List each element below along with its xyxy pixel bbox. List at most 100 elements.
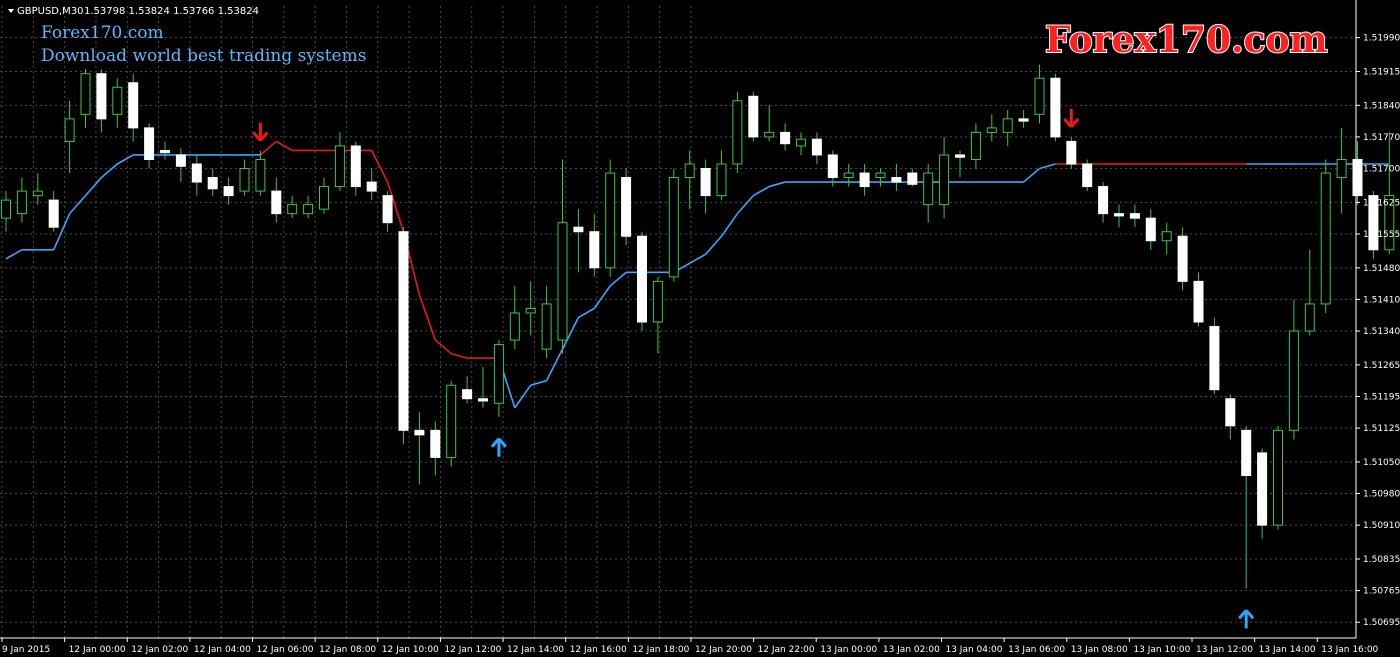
candle-bull (652, 280, 663, 323)
y-tick-label: 1.51770 (1363, 133, 1400, 143)
indicator-segment (275, 140, 293, 152)
x-tick-label: 12 Jan 14:00 (507, 645, 564, 655)
candle-bull (923, 172, 934, 206)
candle-bear (1209, 326, 1220, 391)
x-tick-label: 13 Jan 06:00 (1008, 645, 1065, 655)
candle-bull (843, 172, 854, 179)
indicator-segment (68, 195, 87, 215)
x-tick-label: 13 Jan 14:00 (1259, 645, 1316, 655)
y-tick-label: 1.50835 (1363, 555, 1400, 565)
candle-bull (446, 384, 457, 458)
candles (1, 64, 1395, 589)
candle-bull (32, 190, 43, 197)
y-tick-label: 1.51840 (1363, 101, 1400, 111)
candle-bull (1384, 195, 1395, 251)
candle-bull (668, 177, 679, 278)
candle-bear (589, 231, 600, 269)
symbol-label: GBPUSD,M30 (17, 6, 84, 17)
candle-bear (271, 190, 282, 215)
triangle-down-icon (8, 9, 14, 13)
indicator-segment (514, 384, 532, 409)
indicator-segment (1023, 167, 1041, 183)
candle-bear (1018, 118, 1029, 122)
indicator-segment (370, 150, 389, 183)
candle-bull (970, 131, 981, 160)
candle-bear (430, 429, 441, 458)
y-tick-label: 1.50910 (1363, 521, 1400, 531)
indicator-segment (704, 235, 723, 255)
candle-bear (827, 154, 838, 179)
candle-bear (350, 145, 361, 188)
candle-bull (1320, 172, 1331, 305)
candle-bull (16, 190, 27, 215)
x-tick-label: 12 Jan 12:00 (444, 645, 501, 655)
y-tick-label: 1.51555 (1363, 230, 1400, 240)
indicator-segment (434, 339, 452, 355)
candle-bear (891, 177, 902, 183)
x-tick-label: 13 Jan 12:00 (1196, 645, 1253, 655)
candle-bull (1002, 118, 1013, 133)
chart-header: GBPUSD,M30 1.53798 1.53824 1.53766 1.538… (8, 6, 259, 17)
candle-bear (1129, 213, 1140, 219)
candle-bear (1225, 398, 1236, 427)
time-axis: 9 Jan 2015 12 Jan 00:00 12 Jan 02:00 12 Jan… (1, 638, 1379, 655)
y-tick-label: 1.51915 (1363, 67, 1400, 77)
candle-bear (191, 163, 202, 183)
indicator-segment (84, 177, 103, 197)
candle-bear (1098, 186, 1109, 215)
watermark-line-2: Download world best trading systems (41, 46, 366, 66)
candle-bear (48, 199, 59, 228)
x-tick-label: 12 Jan 00:00 (69, 645, 126, 655)
y-tick-label: 1.51410 (1363, 295, 1400, 305)
candle-bear (1193, 280, 1204, 323)
indicator-segment (593, 285, 611, 309)
candle-bull (939, 154, 950, 206)
candle-bear (748, 95, 759, 138)
indicator-segment (752, 185, 770, 197)
candle-bear (144, 127, 155, 160)
candle-bear (955, 154, 965, 158)
candle-bear (859, 172, 870, 188)
candle-bear (1082, 163, 1093, 188)
x-tick-label: 12 Jan 18:00 (632, 645, 689, 655)
indicator-segment (768, 181, 786, 188)
candle-bear (223, 186, 234, 197)
candle-bear (462, 389, 473, 400)
y-tick-label: 1.51340 (1363, 327, 1400, 337)
x-tick-label: 12 Jan 16:00 (570, 645, 627, 655)
grid (0, 0, 1357, 639)
candle-bull (1161, 231, 1172, 242)
candle-bear (637, 235, 647, 323)
y-tick-label: 1.51625 (1363, 198, 1400, 208)
arrow-down-icon (1063, 108, 1080, 128)
indicator-segment (578, 307, 595, 319)
indicator-segment (259, 140, 277, 156)
candle-bull (287, 204, 298, 215)
candle-bear (621, 177, 632, 237)
x-tick-label: 13 Jan 04:00 (945, 645, 1002, 655)
candle-bull (796, 138, 806, 147)
candle-bull (239, 168, 250, 192)
candle-bear (398, 231, 409, 431)
candle-bull (319, 186, 329, 210)
candle-bear (366, 181, 377, 192)
candle-bear (907, 172, 918, 185)
candle-bull (557, 222, 568, 341)
candle-bear (573, 226, 584, 233)
candle-bull (684, 163, 695, 179)
brand-logo: Forex170.com (1045, 19, 1328, 61)
y-tick-label: 1.51125 (1363, 424, 1400, 434)
candle-bull (303, 204, 314, 215)
price-axis: 1.51990 1.51915 1.51840 1.51770 1.51700 1.516… (1356, 34, 1400, 628)
x-tick-label: 13 Jan 02:00 (883, 645, 940, 655)
indicator-line (5, 140, 1390, 409)
indicator-segment (1039, 163, 1056, 170)
x-tick-label: 12 Jan 08:00 (319, 645, 376, 655)
signal-arrows (252, 108, 1255, 629)
candle-bull (875, 172, 886, 179)
indicator-segment (100, 163, 118, 179)
candle-bull (334, 145, 345, 188)
candle-bear (1241, 429, 1252, 476)
indicator-segment (720, 213, 739, 237)
